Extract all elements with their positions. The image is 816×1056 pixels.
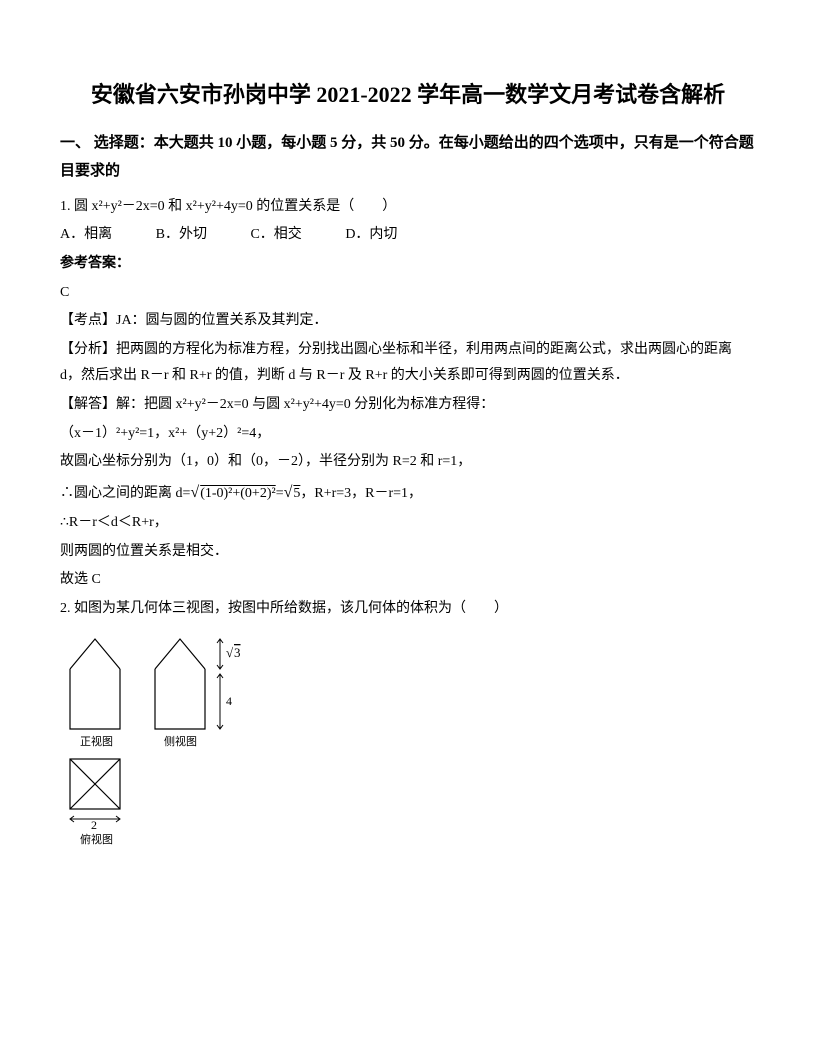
- dist-eq: =: [276, 486, 284, 501]
- dist-suffix: ，R+r=3，R－r=1，: [300, 486, 422, 501]
- section-header: 一、 选择题：本大题共 10 小题，每小题 5 分，共 50 分。在每小题给出的…: [60, 129, 756, 186]
- q1-line6: 故选 C: [60, 567, 756, 594]
- q1-line2: 故圆心坐标分别为（1，0）和（0，－2），半径分别为 R=2 和 r=1，: [60, 449, 756, 476]
- three-view-figure: √ 3 4 正视图 侧视图 2 俯视图: [60, 629, 756, 849]
- q1-fenxi: 【分析】把两圆的方程化为标准方程，分别找出圆心坐标和半径，利用两点间的距离公式，…: [60, 337, 756, 390]
- q1-jieda-label: 【解答】解：把圆 x²+y²－2x=0 与圆 x²+y²+4y=0 分别化为标准…: [60, 392, 756, 419]
- dim-sqrt3: √ 3: [217, 639, 241, 669]
- page-title: 安徽省六安市孙岗中学 2021-2022 学年高一数学文月考试卷含解析: [60, 80, 756, 111]
- dim-4: 4: [217, 674, 232, 729]
- front-view-label: 正视图: [80, 734, 113, 748]
- q1-line3: ∴圆心之间的距离 d=√(1-0)²+(0+2)²=√5，R+r=3，R－r=1…: [60, 478, 756, 508]
- side-view: [155, 639, 205, 729]
- q1-kaodian: 【考点】JA：圆与圆的位置关系及其判定．: [60, 308, 756, 335]
- q1-eq1: （x－1）²+y²=1，x²+（y+2）²=4，: [60, 421, 756, 448]
- radical-icon: √: [190, 484, 199, 501]
- q1-optD: D．内切: [345, 222, 397, 249]
- q1-optA: A．相离: [60, 222, 112, 249]
- svg-text:√: √: [226, 645, 234, 660]
- dim-sqrt3-value: 3: [234, 645, 241, 660]
- answer-label: 参考答案：: [60, 251, 756, 278]
- q1-optC: C．相交: [250, 222, 301, 249]
- dist-prefix: ∴圆心之间的距离 d=: [60, 486, 190, 501]
- side-view-label: 侧视图: [164, 734, 197, 748]
- sqrt-inner: (1-0)²+(0+2)²: [199, 486, 276, 501]
- dim-2-value: 2: [91, 818, 97, 832]
- q2-stem: 2. 如图为某几何体三视图，按图中所给数据，该几何体的体积为（ ）: [60, 596, 756, 623]
- q1-line4: ∴R－r＜d＜R+r，: [60, 510, 756, 537]
- top-view-label: 俯视图: [80, 832, 113, 846]
- top-view: [70, 759, 120, 809]
- q1-answer: C: [60, 280, 756, 307]
- q1-stem: 1. 圆 x²+y²－2x=0 和 x²+y²+4y=0 的位置关系是（ ）: [60, 194, 756, 221]
- q1-optB: B．外切: [156, 222, 207, 249]
- front-view: [70, 639, 120, 729]
- q1-options: A．相离 B．外切 C．相交 D．内切: [60, 222, 756, 249]
- q1-line5: 则两圆的位置关系是相交．: [60, 539, 756, 566]
- dim-2: 2: [70, 816, 120, 832]
- dim-4-value: 4: [226, 694, 232, 708]
